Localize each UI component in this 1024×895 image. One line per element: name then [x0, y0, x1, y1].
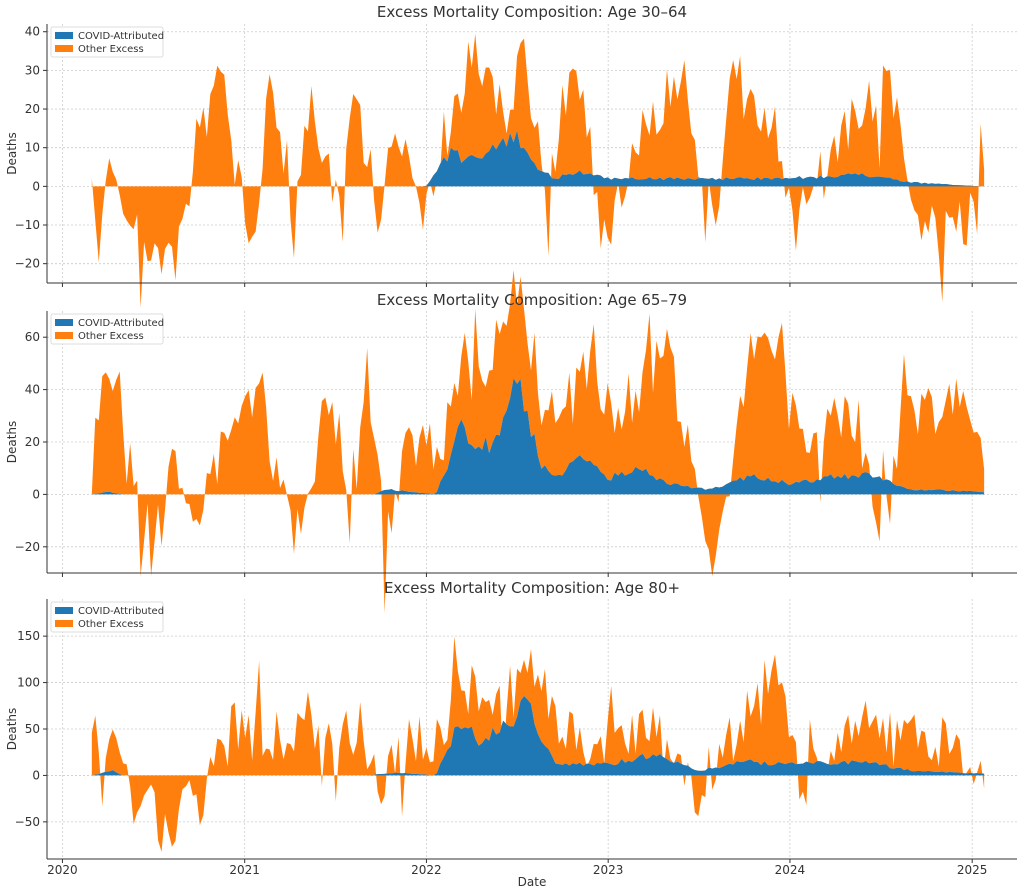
series-area-other-excess	[91, 636, 985, 852]
y-tick-label: −10	[15, 218, 40, 232]
y-tick-label: 0	[32, 768, 40, 782]
legend-label-covid-attributed: COVID-Attributed	[78, 31, 164, 42]
series-area-other-excess	[91, 33, 985, 308]
panel-age-30-64: −20 −10 0 10 20 30 40 Excess Mortality Composit…	[5, 3, 1017, 308]
legend-swatch-other-excess	[55, 620, 73, 627]
legend: COVID-Attributed Other Excess	[50, 26, 164, 58]
y-tick-label: 100	[17, 676, 40, 690]
y-tick-label: 20	[25, 102, 40, 116]
y-tick-label: 60	[25, 330, 40, 344]
x-tick-label: 2025	[957, 863, 988, 877]
series-area-other-excess	[91, 270, 985, 614]
x-tick-label: 2021	[229, 863, 260, 877]
chart-title: Excess Mortality Composition: Age 80+	[384, 579, 680, 597]
series-area-covid-attributed	[91, 130, 985, 187]
y-axis-label: Deaths	[5, 708, 19, 751]
legend-label-other-excess: Other Excess	[78, 44, 144, 55]
legend-box	[50, 26, 164, 58]
y-tick-label: 40	[25, 25, 40, 39]
legend-swatch-covid-attributed	[55, 607, 73, 614]
y-axis-label: Deaths	[5, 421, 19, 464]
x-tick-label: 2023	[593, 863, 624, 877]
y-tick-label: 0	[32, 179, 40, 193]
y-tick-label: 30	[25, 63, 40, 77]
legend-swatch-other-excess	[55, 45, 73, 52]
y-tick-label: 20	[25, 435, 40, 449]
y-axis-label: Deaths	[5, 132, 19, 175]
series-area-covid-attributed	[91, 695, 985, 776]
y-tick-label: 40	[25, 383, 40, 397]
legend-label-other-excess: Other Excess	[78, 619, 144, 630]
legend-swatch-covid-attributed	[55, 32, 73, 39]
legend-label-covid-attributed: COVID-Attributed	[78, 606, 164, 617]
legend: COVID-Attributed Other Excess	[50, 313, 164, 345]
legend: COVID-Attributed Other Excess	[50, 601, 164, 633]
y-tick-label: −20	[15, 257, 40, 271]
legend-label-covid-attributed: COVID-Attributed	[78, 318, 164, 329]
legend-label-other-excess: Other Excess	[78, 331, 144, 342]
legend-swatch-other-excess	[55, 332, 73, 339]
x-tick-label: 2022	[411, 863, 442, 877]
x-axis-label: Date	[518, 875, 547, 889]
panel-age-65-79: −20 0 20 40 60 Excess Mortality Composition: …	[5, 270, 1017, 614]
y-tick-label: 150	[17, 629, 40, 643]
legend-box	[50, 601, 164, 633]
y-tick-label: −20	[15, 540, 40, 554]
y-tick-label: 10	[25, 141, 40, 155]
x-tick-label: 2024	[775, 863, 806, 877]
legend-box	[50, 313, 164, 345]
chart-title: Excess Mortality Composition: Age 30–64	[377, 3, 687, 21]
y-tick-label: −50	[15, 815, 40, 829]
chart-title: Excess Mortality Composition: Age 65–79	[377, 291, 687, 309]
series-area-covid-attributed	[91, 378, 985, 495]
x-tick-label: 2020	[47, 863, 78, 877]
panel-age-80-plus: −50 0 50 100 150 2020 2021 2022 2023 2024 2025 Exce…	[5, 579, 1017, 877]
y-tick-label: 0	[32, 487, 40, 501]
y-tick-label: 50	[25, 722, 40, 736]
legend-swatch-covid-attributed	[55, 319, 73, 326]
